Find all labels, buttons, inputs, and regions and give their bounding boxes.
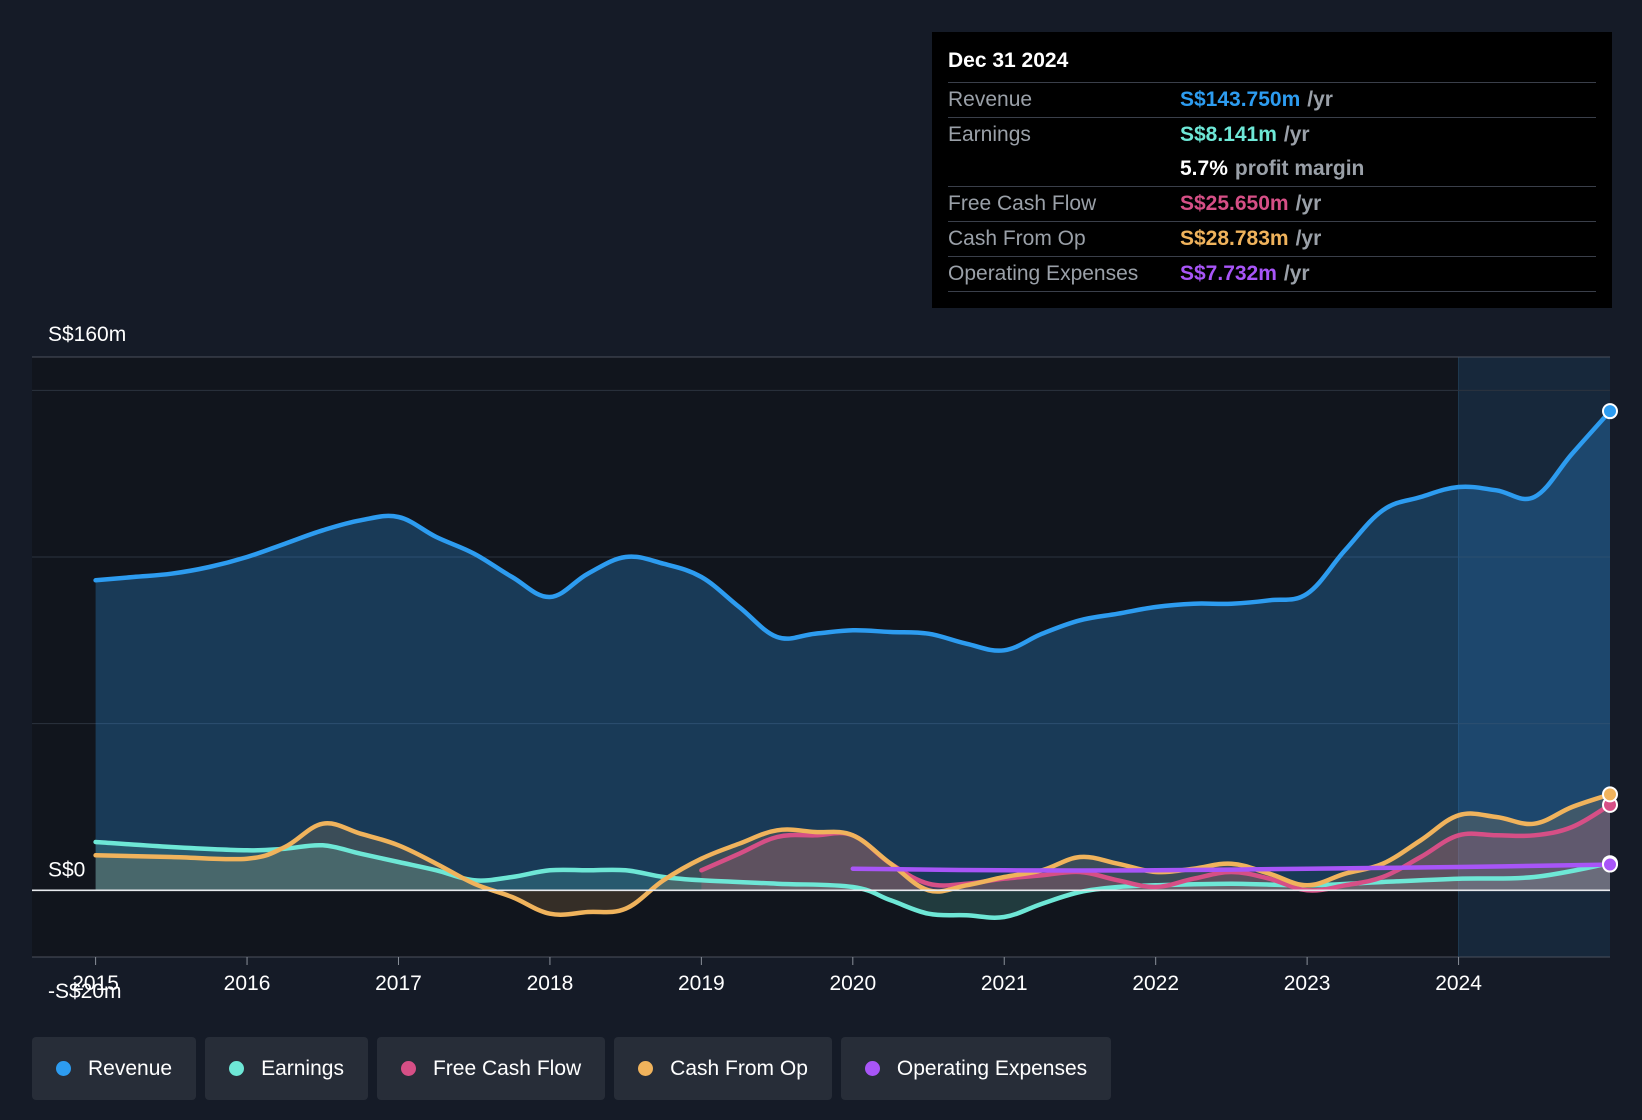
legend-item-earnings[interactable]: Earnings [205, 1037, 368, 1100]
legend-item-revenue[interactable]: Revenue [32, 1037, 197, 1100]
tooltip-value: S$25.650m [1180, 192, 1289, 215]
tooltip-unit: /yr [1307, 88, 1333, 111]
plot-background [32, 357, 1610, 957]
tooltip-label: Free Cash Flow [948, 192, 1097, 215]
legend-dot-icon [56, 1061, 71, 1076]
tooltip-unit: /yr [1283, 123, 1310, 146]
x-axis-label: 2020 [829, 972, 876, 995]
tooltip-unit: /yr [1295, 227, 1322, 250]
x-axis-label: 2023 [1284, 972, 1331, 995]
legend-dot-icon [400, 1061, 416, 1076]
x-axis-label: 2024 [1435, 972, 1482, 995]
area-revenue [95, 411, 1611, 891]
line-operating-expenses [850, 862, 1613, 873]
tooltip-value: 5.7% [1180, 157, 1228, 180]
tooltip-value: S$8.141m [1180, 123, 1277, 146]
tooltip-label: Earnings [948, 123, 1031, 146]
endpoint-cash-from-op [1602, 786, 1618, 803]
tooltip-label: Cash From Op [948, 227, 1086, 250]
tooltip-date: Dec 31 2024 [948, 46, 1596, 83]
tooltip-label: Revenue [948, 88, 1033, 111]
legend: Revenue Earnings Free Cash Flow Cash From O… [32, 1037, 1120, 1100]
legend-label: Operating Expenses [896, 1056, 1088, 1080]
tooltip-row: Cash From Op S$28.783m/yr [948, 222, 1596, 257]
legend-label: Revenue [88, 1056, 173, 1080]
x-axis-label: 2022 [1132, 972, 1179, 995]
legend-dot-icon [864, 1061, 880, 1076]
tooltip-row: 5.7% profit margin [948, 152, 1596, 187]
tooltip-row: Earnings S$8.141m/yr [948, 118, 1596, 152]
line-revenue [93, 408, 1613, 653]
legend-label: Cash From Op [670, 1056, 808, 1080]
tooltip-unit: /yr [1283, 262, 1310, 285]
y-axis-label: S$0 [48, 858, 85, 881]
legend-dot-icon [229, 1061, 245, 1076]
line-earnings [93, 839, 1613, 920]
area-earnings [95, 842, 1611, 918]
legend-item-free-cash-flow[interactable]: Free Cash Flow [376, 1037, 606, 1100]
legend-dot-icon [638, 1061, 654, 1076]
y-axis-label: S$160m [48, 323, 126, 346]
legend-label: Earnings [261, 1056, 344, 1080]
tooltip-row: Free Cash Flow S$25.650m/yr [948, 187, 1596, 222]
x-axis-label: 2019 [678, 972, 725, 995]
tooltip-label: Operating Expenses [948, 262, 1139, 285]
tooltip-value: S$7.732m [1180, 262, 1277, 285]
legend-label: Free Cash Flow [432, 1056, 582, 1080]
x-axis-label: 2021 [981, 972, 1028, 995]
tooltip-value: S$28.783m [1180, 227, 1289, 250]
x-axis-label: 2016 [224, 972, 271, 995]
x-axis-label: 2018 [527, 972, 574, 995]
tooltip-unit: profit margin [1234, 157, 1365, 180]
endpoint-operating-expenses [1602, 856, 1618, 873]
forecast-highlight-region [1458, 357, 1610, 957]
tooltip-unit: /yr [1295, 192, 1322, 215]
y-axis-label: -S$20m [48, 980, 122, 1003]
tooltip-row: Revenue S$143.750m/yr [948, 83, 1596, 118]
tooltip-value: S$143.750m [1180, 88, 1301, 111]
data-tooltip: Dec 31 2024 Revenue S$143.750m/yr Earnings… [932, 32, 1612, 308]
legend-item-operating-expenses[interactable]: Operating Expenses [840, 1037, 1112, 1100]
x-axis-label: 2017 [375, 972, 422, 995]
x-axis-label: 2015 [72, 972, 119, 995]
endpoint-revenue [1602, 403, 1618, 420]
legend-item-cash-from-op[interactable]: Cash From Op [614, 1037, 832, 1100]
tooltip-label [948, 152, 1180, 186]
tooltip-row: Operating Expenses S$7.732m/yr [948, 257, 1596, 292]
